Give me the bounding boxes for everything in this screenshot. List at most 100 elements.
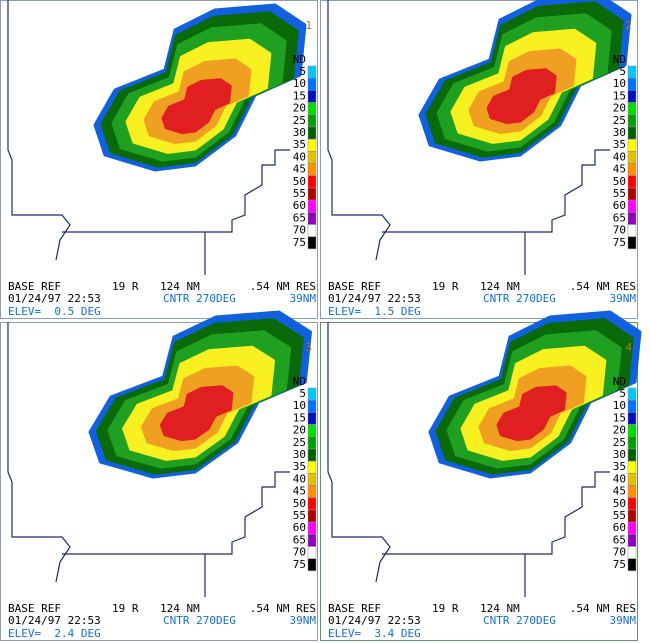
legend-title: ND	[613, 375, 626, 388]
legend-swatch	[307, 126, 317, 140]
legend-swatch	[307, 509, 317, 523]
legend-swatch	[307, 163, 317, 176]
center-label: CNTR 270DEG	[483, 614, 556, 627]
legend-swatch	[307, 412, 317, 425]
legend-label: 45	[613, 485, 626, 498]
echo	[486, 68, 557, 125]
legend-swatch	[627, 163, 637, 176]
elevation-label: ELEV= 3.4 DEG	[328, 627, 421, 640]
legend-label: 30	[293, 448, 306, 461]
range-label: 124 NM	[160, 602, 200, 615]
legend-swatch	[627, 521, 637, 535]
legend-label: 30	[293, 126, 306, 139]
legend-label: 65	[613, 211, 626, 224]
legend-label: 40	[293, 150, 306, 163]
legend-swatch	[307, 138, 317, 152]
legend-swatch	[307, 212, 317, 225]
legend-label: 50	[293, 497, 306, 510]
legend-swatch	[307, 387, 317, 401]
legend-swatch	[627, 65, 637, 79]
legend-label: 45	[613, 163, 626, 176]
legend-swatch	[627, 497, 637, 511]
legend-label: 60	[293, 199, 306, 212]
legend-swatch	[627, 126, 637, 140]
legend-swatch	[627, 77, 637, 91]
state-boundary	[382, 471, 610, 597]
legend-swatch	[627, 114, 637, 128]
legend-label: 50	[613, 497, 626, 510]
legend-label: 55	[613, 187, 626, 200]
legend-label: 10	[293, 77, 306, 90]
legend-swatch	[627, 558, 637, 572]
legend-swatch	[627, 424, 637, 437]
legend-label: 25	[613, 114, 626, 127]
legend-label: 20	[613, 424, 626, 437]
legend-swatch	[307, 151, 317, 164]
echo	[159, 385, 234, 442]
legend-swatch	[307, 558, 317, 572]
legend-title: ND	[293, 375, 306, 388]
legend-swatch	[307, 77, 317, 91]
echo	[496, 385, 567, 442]
legend-swatch	[307, 534, 317, 547]
legend-swatch	[627, 412, 637, 425]
legend-swatch	[307, 521, 317, 535]
state-boundary	[7, 0, 71, 261]
legend-label: 40	[613, 150, 626, 163]
legend-label: 70	[293, 546, 306, 559]
legend-title: ND	[293, 53, 306, 66]
legend-swatch	[307, 236, 317, 250]
center-range-label: 39NM	[610, 614, 637, 627]
legend-swatch	[307, 187, 317, 201]
legend-swatch	[627, 224, 637, 237]
legend-label: 15	[293, 89, 306, 102]
legend-swatch	[627, 509, 637, 523]
range-label: 124 NM	[160, 280, 200, 293]
legend-label: 55	[293, 187, 306, 200]
legend-label: 45	[293, 485, 306, 498]
legend-label: 15	[293, 411, 306, 424]
legend-swatch	[627, 399, 637, 413]
legend-swatch	[307, 102, 317, 115]
legend-swatch	[627, 460, 637, 474]
legend-swatch	[627, 546, 637, 559]
legend-label: 10	[613, 77, 626, 90]
legend-swatch	[307, 175, 317, 189]
legend-label: 55	[293, 509, 306, 522]
center-label: CNTR 270DEG	[483, 292, 556, 305]
legend-label: 20	[613, 102, 626, 115]
legend-label: 15	[613, 89, 626, 102]
legend-swatch	[627, 138, 637, 152]
legend-swatch	[627, 534, 637, 547]
center-range-label: 39NM	[290, 614, 317, 627]
product-label: BASE REF	[328, 280, 381, 293]
legend-swatch	[627, 436, 637, 450]
legend-label: 30	[613, 126, 626, 139]
legend-swatch	[307, 460, 317, 474]
elevation-label: ELEV= 0.5 DEG	[8, 305, 101, 318]
legend-label: 5	[299, 387, 306, 400]
legend-label: 5	[299, 65, 306, 78]
state-boundary	[327, 322, 391, 583]
legend-label: 25	[293, 436, 306, 449]
resolution-label: .54 NM RES	[250, 280, 316, 293]
legend-swatch	[307, 90, 317, 103]
legend-label: 65	[293, 211, 306, 224]
center-range-label: 39NM	[610, 292, 637, 305]
legend-label: 5	[619, 65, 626, 78]
legend-swatch	[627, 199, 637, 213]
legend-swatch	[307, 224, 317, 237]
legend-label: 75	[613, 236, 626, 249]
legend-label: 75	[293, 236, 306, 249]
legend-swatch	[307, 485, 317, 498]
product-label: BASE REF	[328, 602, 381, 615]
elevation-label: ELEV= 2.4 DEG	[8, 627, 101, 640]
state-boundary	[327, 0, 391, 261]
legend-swatch	[307, 448, 317, 462]
legend-swatch	[627, 387, 637, 401]
legend-label: 40	[613, 472, 626, 485]
